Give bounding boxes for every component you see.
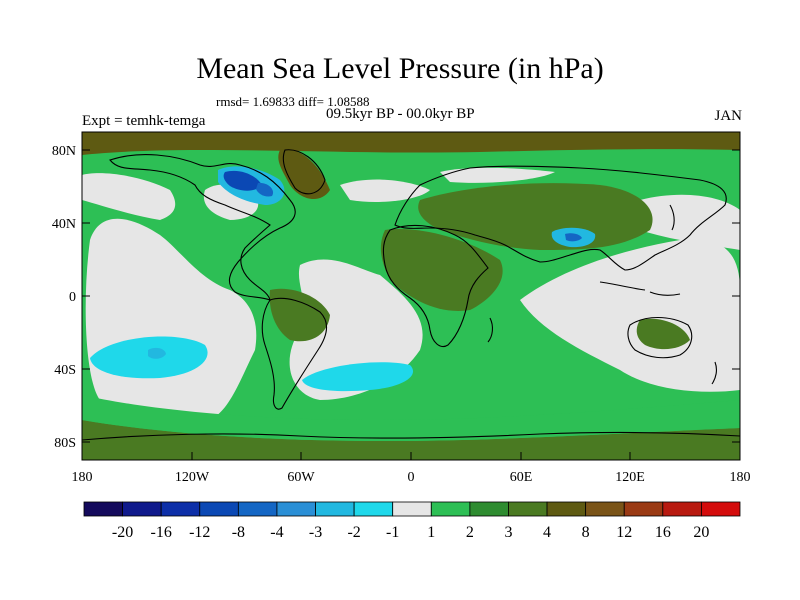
europe-neutral-area [440, 167, 555, 183]
lat-tick-label: 80N [52, 144, 76, 159]
chart-title: Mean Sea Level Pressure (in hPa) [196, 52, 604, 85]
greenland-brown-area [278, 149, 330, 200]
lon-axis: 180 120W 60W 0 60E 120E 180 [72, 452, 751, 485]
south-pacific-blue-core [148, 347, 166, 359]
lat-tick-label: 40N [52, 217, 76, 232]
colorbar-swatch [83, 501, 123, 517]
colorbar-label: 20 [693, 524, 709, 541]
colorbar-label: 4 [543, 524, 551, 541]
south-atlantic-cyan-area [302, 362, 414, 392]
antarctica-coast [82, 431, 740, 441]
colorbar-label: 12 [616, 524, 632, 541]
lat-tick-label: 0 [69, 290, 76, 305]
indonesia-coast [599, 281, 681, 296]
lon-tick-label: 60W [287, 470, 315, 485]
colorbar-swatch [199, 501, 239, 517]
colorbar-label: -12 [189, 524, 210, 541]
tibet-low-core [565, 233, 582, 242]
greenland-coast [282, 149, 326, 195]
colorbar-label: -3 [309, 524, 322, 541]
lon-tick-label: 60E [510, 470, 533, 485]
colorbar-swatch [546, 501, 587, 517]
colorbar-swatch [469, 501, 509, 517]
colorbar-label: 3 [504, 524, 512, 541]
eurasia-coast [394, 165, 727, 271]
colorbar-swatch [585, 501, 625, 517]
north-america-low-center [256, 182, 274, 197]
south-pacific-cyan-area [90, 336, 208, 379]
lat-tick-label: 40S [54, 363, 76, 378]
colorbar: -20 -16 -12 -8 -4 -3 -2 -1 1 2 3 4 8 12 16 20 [83, 501, 741, 541]
colorbar-swatch [508, 501, 548, 517]
africa-coast [382, 224, 489, 348]
colorbar-label: -16 [151, 524, 172, 541]
colorbar-label: 16 [655, 524, 671, 541]
colorbar-swatch [237, 501, 278, 517]
colorbar-swatch [122, 501, 162, 517]
southern-green-band [82, 395, 740, 441]
lon-tick-label: 120E [615, 470, 645, 485]
colorbar-label: -20 [112, 524, 133, 541]
colorbar-label: -1 [386, 524, 399, 541]
atlantic-north-neutral-area [340, 179, 430, 202]
north-pacific-neutral-area [82, 173, 176, 220]
period-label: 09.5kyr BP - 00.0kyr BP [326, 106, 475, 122]
colorbar-swatch [392, 501, 432, 517]
colorbar-label: -2 [347, 524, 360, 541]
lon-tick-label: 180 [72, 470, 93, 485]
colorbar-swatch [662, 501, 702, 517]
indian-neutral-area [520, 239, 740, 392]
australia-olive-area [636, 318, 690, 350]
month-label: JAN [714, 108, 742, 124]
lon-tick-label: 120W [175, 470, 210, 485]
colorbar-label: 1 [427, 524, 435, 541]
colorbar-label: 8 [582, 524, 590, 541]
map-field [82, 132, 740, 460]
colorbar-swatch [701, 501, 741, 517]
japan-coast [669, 204, 675, 231]
madagascar-coast [487, 317, 493, 343]
australia-coast [627, 316, 693, 359]
colorbar-label: -4 [270, 524, 283, 541]
colorbar-swatch [276, 501, 316, 517]
africa-olive-area [380, 229, 503, 311]
colorbar-swatch [315, 501, 355, 517]
new-zealand-coast [711, 361, 717, 385]
west-pacific-neutral-area [640, 194, 740, 250]
lat-tick-label: 80S [54, 436, 76, 451]
experiment-label: Expt = temhk-temga [82, 113, 206, 129]
south-america-coast [261, 297, 328, 410]
colorbar-label: 2 [466, 524, 474, 541]
lon-tick-label: 180 [730, 470, 751, 485]
arctic-brown-band [82, 132, 740, 155]
lon-tick-label: 0 [408, 470, 415, 485]
colorbar-swatch [623, 501, 664, 517]
south-america-olive-area [269, 288, 330, 342]
north-america-low-core [223, 170, 262, 191]
colorbar-swatch [353, 501, 394, 517]
coastlines [82, 149, 740, 441]
colorbar-label: -8 [232, 524, 245, 541]
stats-label: rmsd= 1.69833 diff= 1.08588 [216, 94, 370, 109]
lat-axis: 80N 40N 0 40S 80S [52, 144, 740, 451]
colorbar-swatch [430, 501, 471, 517]
colorbar-swatch [160, 501, 201, 517]
southern-olive-band [82, 420, 740, 460]
